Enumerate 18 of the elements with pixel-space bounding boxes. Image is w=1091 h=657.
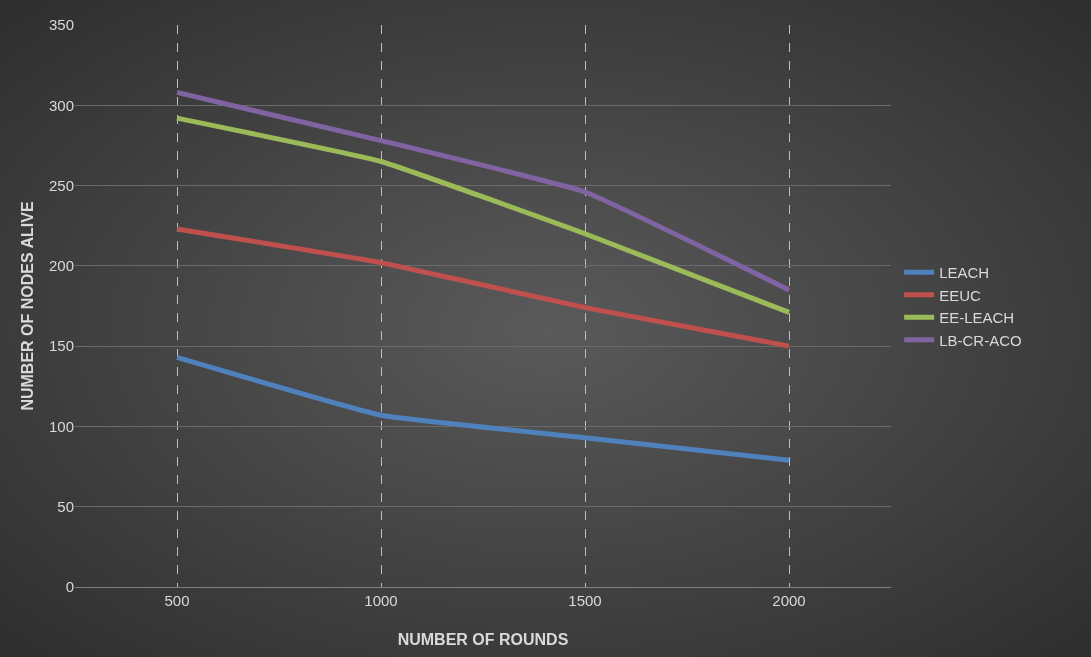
x-tick-label: 2000 [772, 592, 806, 609]
y-tick-label: 150 [48, 337, 74, 355]
y-axis-title: NUMBER OF NODES ALIVE [19, 201, 36, 411]
legend-label: LB-CR-ACO [939, 331, 1022, 349]
x-tick-label: 1500 [568, 592, 602, 609]
y-tick-label: 350 [48, 16, 74, 34]
y-tick-label: 250 [48, 176, 74, 194]
x-axis-title: NUMBER OF ROUNDS [397, 631, 569, 648]
y-tick-label: 200 [48, 257, 74, 275]
legend-label: LEACH [939, 264, 990, 282]
x-tick-label: 1000 [364, 592, 398, 609]
y-tick-label: 50 [57, 497, 74, 515]
x-tick-label: 500 [164, 592, 190, 609]
legend-label: EEUC [939, 286, 981, 304]
y-tick-label: 0 [65, 578, 74, 596]
y-tick-label: 300 [48, 96, 74, 114]
legend-label: EE-LEACH [939, 309, 1015, 327]
y-tick-label: 100 [48, 417, 74, 435]
